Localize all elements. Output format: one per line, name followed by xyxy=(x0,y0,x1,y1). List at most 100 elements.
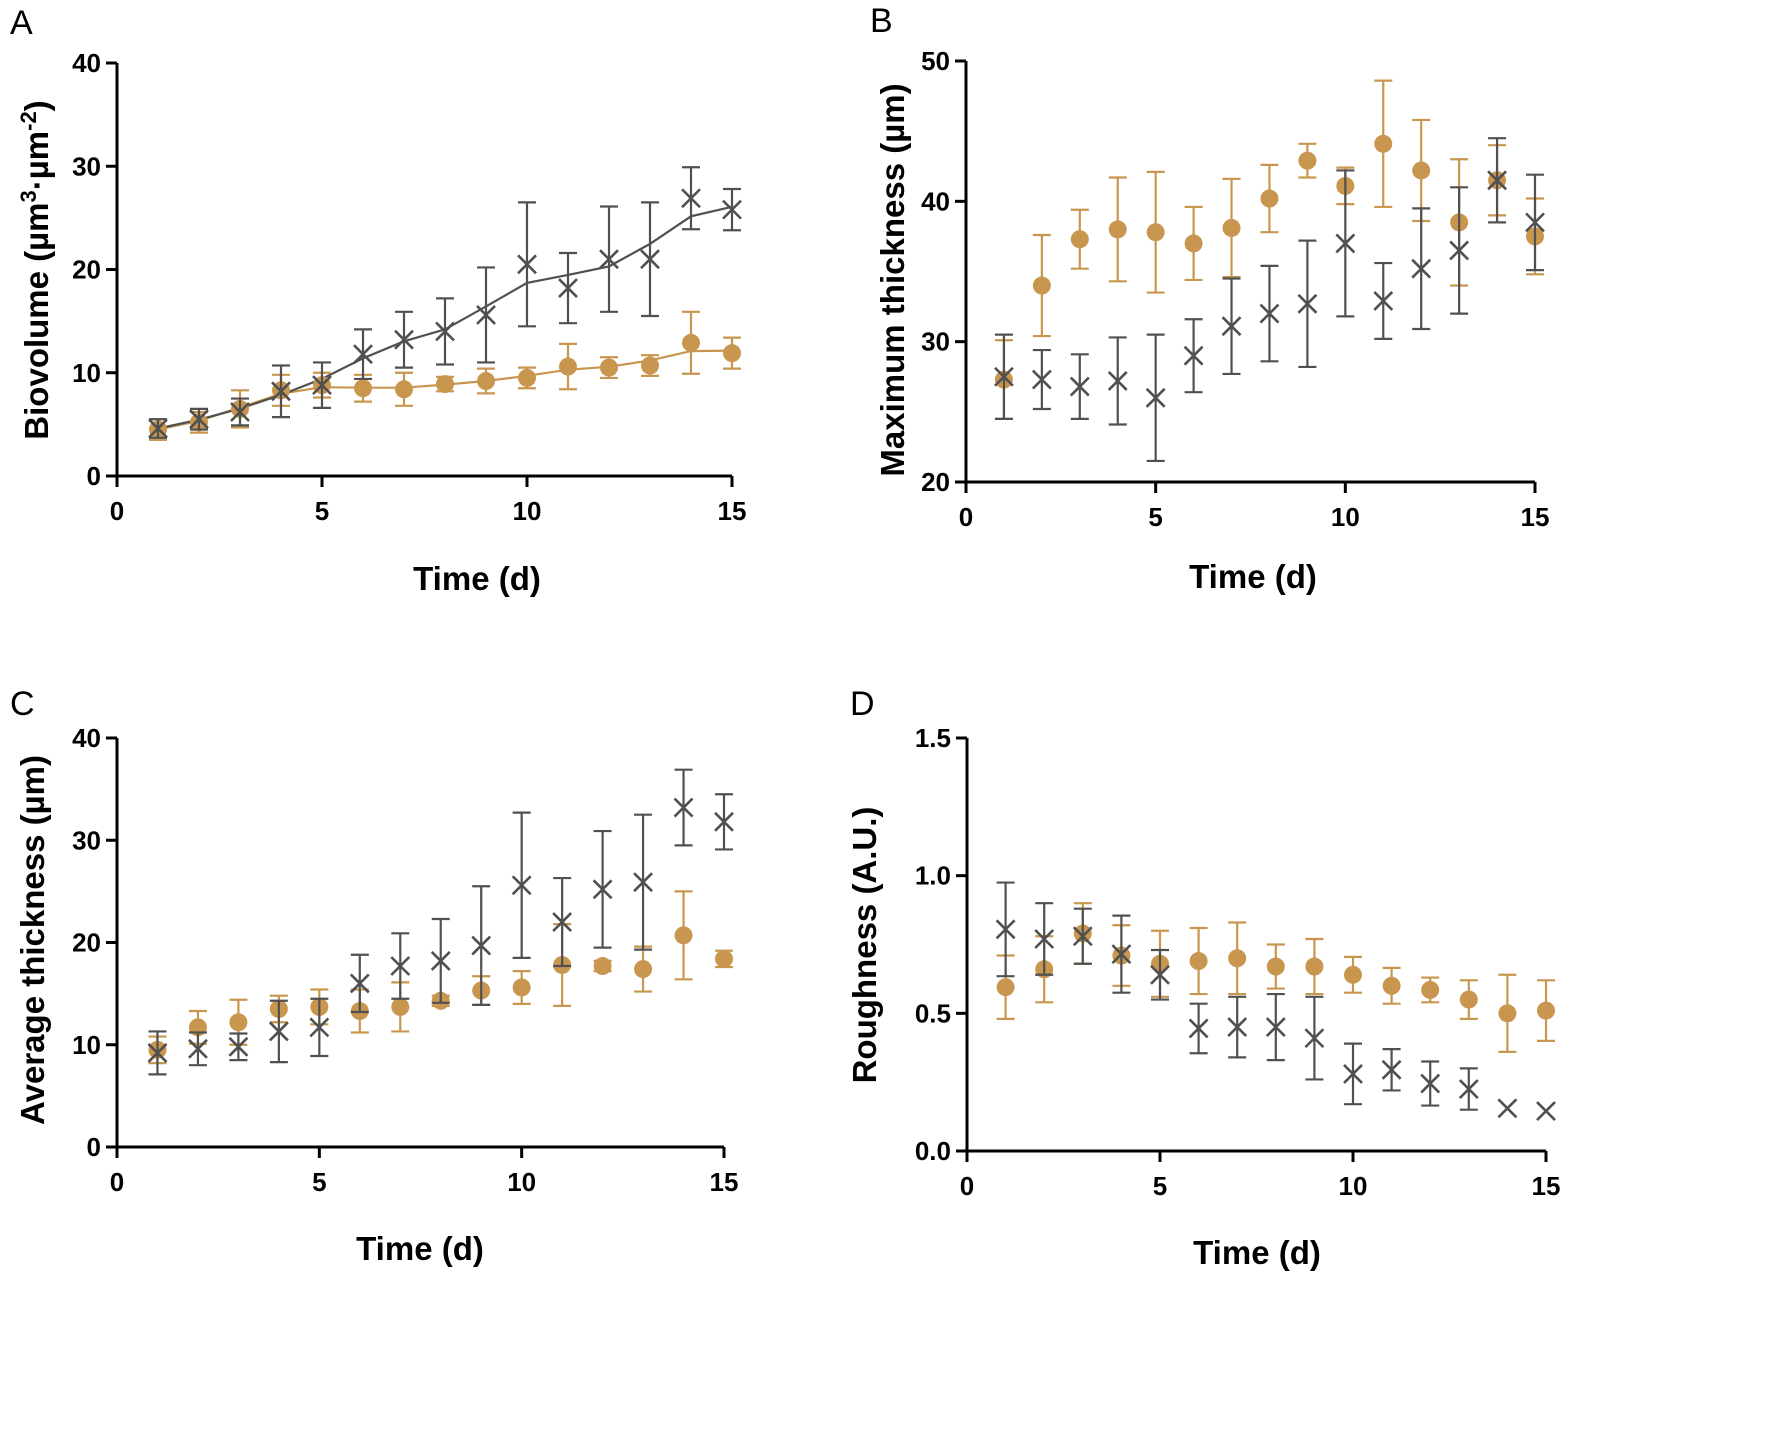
panel-a-y-title-part1: Biovolume (µm xyxy=(18,202,55,439)
panel-c-cross-point xyxy=(714,811,734,832)
panel-c-label: C xyxy=(10,685,35,723)
panel-a-cross-point xyxy=(394,329,414,350)
panel-a-y-tick-label: 0 xyxy=(87,461,101,491)
panel-a-y-tick-label: 10 xyxy=(72,358,101,388)
panel-c-circle-point xyxy=(229,1013,248,1032)
panel-d-circle-point xyxy=(1189,952,1208,971)
panel-b-x-tick-label: 10 xyxy=(1331,502,1360,532)
panel-a-circle-point xyxy=(395,380,413,399)
panel-a-cross-point xyxy=(640,249,660,270)
panel-c-cross-point xyxy=(592,879,613,900)
panel-c-cross-point xyxy=(552,912,573,932)
panel-b-cross-point xyxy=(994,366,1014,387)
panel-c-cross-point xyxy=(511,875,532,896)
panel-a-cross-point xyxy=(230,402,250,422)
panel-a-x-tick-label: 5 xyxy=(315,496,329,526)
panel-a-label: A xyxy=(10,4,33,42)
panel-c-circle-point xyxy=(512,978,531,997)
panel-d-cross-point xyxy=(1304,1028,1325,1049)
panel-c-x-tick-label: 15 xyxy=(710,1167,739,1197)
panel-b-circle-point xyxy=(1184,234,1203,253)
panel-b: B Time (d) Maximum thickness (µm) 0 5 10 15… xyxy=(870,2,1549,595)
panel-c-cross-point xyxy=(673,797,694,818)
panel-a-cross-point xyxy=(517,254,537,275)
panel-c: C Time (d) Average thickness (µm) 0 5 10 15… xyxy=(10,685,738,1267)
panel-d-cross-point xyxy=(1536,1101,1556,1121)
panel-b-cross-point xyxy=(1069,376,1090,397)
panel-d-label: D xyxy=(850,685,875,723)
panel-b-cross-point xyxy=(1373,291,1394,311)
panel-d-cross-point xyxy=(1458,1079,1479,1099)
panel-c-cross-point xyxy=(228,1036,249,1057)
panel-c-cross-point xyxy=(188,1038,208,1059)
panel-b-circle-point xyxy=(1032,276,1051,295)
panel-a-cross-point xyxy=(189,409,209,430)
panel-a-cross-point xyxy=(353,344,373,365)
panel-b-circle-point xyxy=(1412,161,1431,180)
panel-c-circle-point xyxy=(391,997,410,1016)
panel-b-x-tick-label: 0 xyxy=(959,502,973,532)
panel-a-cross-point xyxy=(681,188,701,209)
panel-a-circle-point xyxy=(477,372,495,391)
panel-b-cross-point xyxy=(1411,258,1432,279)
panel-d-y-tick-label: 0.5 xyxy=(915,998,951,1028)
panel-a-cross-point xyxy=(148,418,168,439)
panel-d-circle-point xyxy=(1459,990,1478,1009)
panel-b-circle-point xyxy=(1374,134,1393,153)
panel-d-cross-point xyxy=(1034,929,1055,949)
panel-d-x-title: Time (d) xyxy=(1193,1234,1321,1271)
panel-c-x-tick-label: 5 xyxy=(312,1167,326,1197)
panel-c-circle-point xyxy=(674,926,693,945)
panel-d-cross-point xyxy=(1227,1017,1248,1038)
panel-a-y-title-part3: ) xyxy=(18,100,55,111)
panel-a-y-tick-label: 40 xyxy=(72,48,101,78)
panel-d-circle-point xyxy=(1305,957,1324,976)
panel-b-circle-point xyxy=(1298,151,1317,170)
panel-d-cross-point xyxy=(1420,1073,1441,1094)
panel-b-x-tick-label: 15 xyxy=(1521,502,1550,532)
panel-c-cross-point xyxy=(471,935,492,956)
panel-d-circle-point xyxy=(1382,976,1401,995)
panel-a-circle-point xyxy=(723,344,741,363)
panel-c-x-title: Time (d) xyxy=(356,1230,484,1267)
panel-b-cross-point xyxy=(1107,371,1128,391)
panel-b-x-title: Time (d) xyxy=(1189,558,1317,595)
panel-a-circle-point xyxy=(641,356,659,375)
panel-a-circle-point xyxy=(518,368,536,387)
panel-b-cross-point xyxy=(1449,240,1470,261)
panel-c-circle-point xyxy=(634,960,653,979)
panel-d-y-tick-label: 0.0 xyxy=(915,1136,951,1166)
panel-d-y-tick-label: 1.5 xyxy=(915,723,951,753)
panel-d-x-tick-label: 10 xyxy=(1339,1171,1368,1201)
panel-b-cross-point xyxy=(1259,303,1280,324)
panel-d-x-tick-label: 0 xyxy=(960,1171,974,1201)
panel-c-circle-point xyxy=(593,957,612,976)
panel-a-circle-point xyxy=(600,358,618,377)
panel-b-cross-point xyxy=(1487,170,1507,191)
panel-a-cross-point xyxy=(435,321,455,342)
panel-d-x-tick-label: 15 xyxy=(1532,1171,1561,1201)
panel-d: D Time (d) Roughness (A.U.) 0 5 10 15 0.0 0.5… xyxy=(846,685,1560,1271)
panel-d-circle-point xyxy=(996,978,1015,997)
panel-d-cross-point xyxy=(995,919,1016,940)
panel-d-cross-point xyxy=(1381,1059,1402,1080)
panel-d-cross-point xyxy=(1265,1017,1286,1038)
panel-d-cross-point xyxy=(1111,944,1132,965)
panel-c-y-tick-label: 30 xyxy=(72,825,101,855)
panel-b-circle-point xyxy=(1108,220,1127,239)
panel-d-circle-point xyxy=(1421,980,1440,999)
panel-a-cross-point xyxy=(271,381,291,402)
panel-a-y-title: Biovolume (µm3·µm-2) xyxy=(16,100,55,439)
panel-a: A Time (d) Biovolume (µm3·µm-2) 0 5 10 15 0 1… xyxy=(10,4,746,597)
panel-d-circle-point xyxy=(1537,1001,1555,1020)
panel-a-circle-point xyxy=(559,357,577,376)
panel-d-cross-point xyxy=(1150,964,1170,985)
panel-b-y-title: Maximum thickness (µm) xyxy=(874,83,911,476)
panel-b-y-tick-label: 50 xyxy=(921,46,950,76)
panel-c-x-tick-label: 0 xyxy=(110,1167,124,1197)
panel-c-cross-point xyxy=(349,973,370,994)
panel-b-circle-point xyxy=(1260,189,1279,208)
panel-c-cross-point xyxy=(147,1043,168,1063)
panel-a-x-title: Time (d) xyxy=(413,560,541,597)
panel-a-x-tick-label: 10 xyxy=(513,496,542,526)
